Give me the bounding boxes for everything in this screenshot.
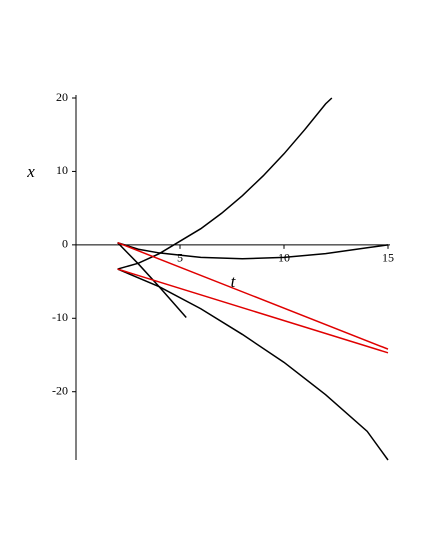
line (117, 268, 389, 461)
y-tick-label: 20 (56, 90, 68, 104)
y-tick-label: -20 (52, 383, 68, 397)
x-tick-label: 15 (382, 251, 394, 265)
line (117, 97, 333, 270)
y-axis-label: x (26, 162, 35, 181)
x-axis-label: t (231, 272, 237, 291)
x-tick-label: 5 (177, 251, 183, 265)
line (117, 241, 389, 260)
line (117, 268, 389, 354)
line (117, 241, 389, 350)
line (117, 242, 187, 319)
y-tick-label: 0 (62, 237, 68, 251)
y-tick-label: 10 (56, 163, 68, 177)
y-tick-label: -10 (52, 310, 68, 324)
